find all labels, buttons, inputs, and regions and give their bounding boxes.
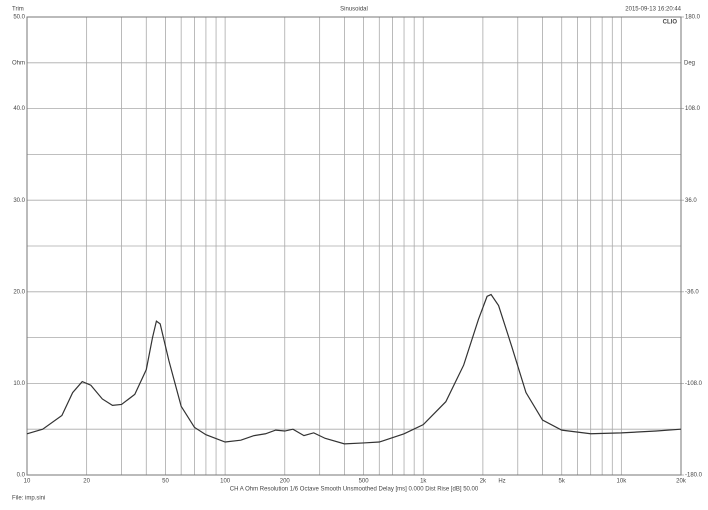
x-tick-label: 100 <box>220 479 231 485</box>
file-name: File: imp.sini <box>12 496 45 502</box>
y2-tick-label: 36.0 <box>685 198 697 204</box>
y-tick-label: 20.0 <box>13 289 25 295</box>
y-tick-label: 0.0 <box>17 473 26 479</box>
x-tick-label: 2k <box>480 479 487 485</box>
header-left: Trim <box>12 7 24 13</box>
y2-tick-label: 108.0 <box>685 106 701 112</box>
y-tick-label: 50.0 <box>13 15 25 21</box>
y-tick-label: 40.0 <box>13 106 25 112</box>
y2-tick-label: 180.0 <box>685 15 701 21</box>
y2-tick-label: -36.0 <box>685 289 699 295</box>
x-tick-label: 1k <box>420 479 427 485</box>
y-tick-label: 30.0 <box>13 198 25 204</box>
y2-tick-label: -108.0 <box>685 381 703 387</box>
x-tick-label: 5k <box>559 479 566 485</box>
y-axis-label: Ohm <box>12 61 25 67</box>
timestamp: 2015-09-13 16:20:44 <box>625 7 681 13</box>
x-tick-label: 500 <box>359 479 370 485</box>
brand: CLIO <box>663 20 678 26</box>
x-tick-label: 20k <box>676 479 687 485</box>
impedance-curve <box>26 293 682 445</box>
x-tick-label: 10 <box>24 479 31 485</box>
x-tick-label: 200 <box>280 479 291 485</box>
x-tick-label: 20 <box>83 479 90 485</box>
plot-frame <box>26 16 682 476</box>
y2-axis-label: Deg <box>684 61 695 67</box>
y2-tick-label: -180.0 <box>685 473 703 479</box>
x-tick-label: 50 <box>162 479 169 485</box>
footer: CH A Ohm Resolution 1/6 Octave Smooth Un… <box>230 487 479 493</box>
x-axis-label: Hz <box>498 479 505 485</box>
y-tick-label: 10.0 <box>13 381 25 387</box>
x-tick-label: 10k <box>617 479 628 485</box>
chart-title: Sinusoidal <box>340 7 368 13</box>
